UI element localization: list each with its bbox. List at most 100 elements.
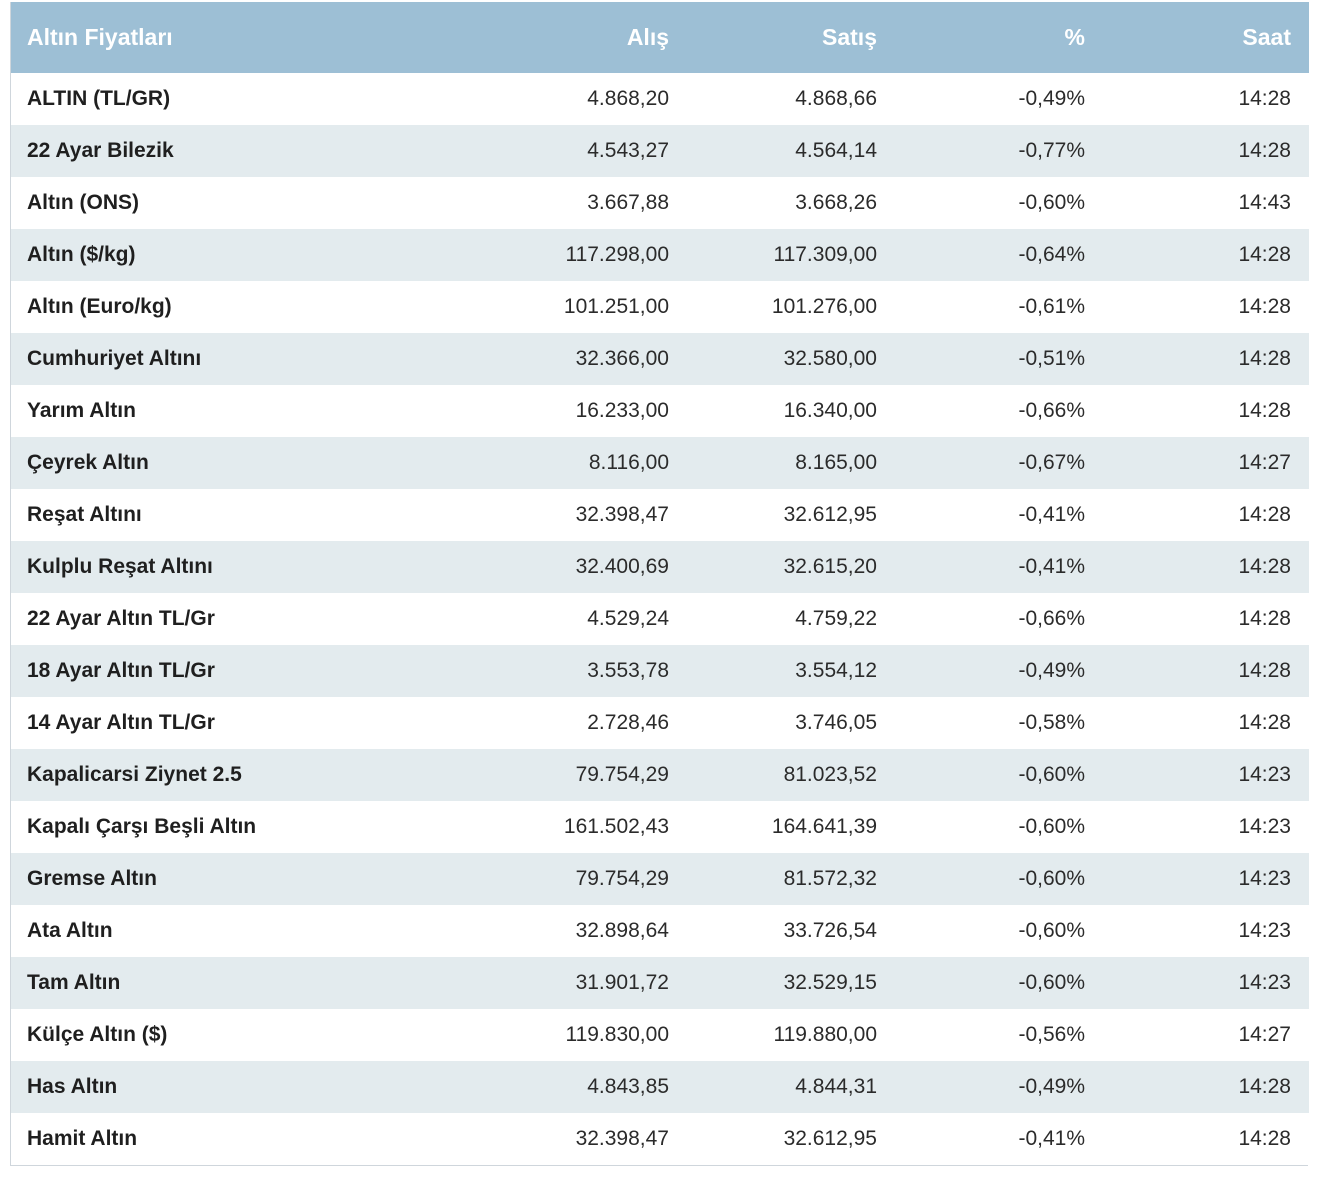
table-row: 14 Ayar Altın TL/Gr 2.728,46 3.746,05 -0,58… — [11, 697, 1309, 749]
header-name: Altın Fiyatları — [11, 2, 479, 73]
cell-name: 14 Ayar Altın TL/Gr — [11, 697, 479, 749]
header-buy: Alış — [479, 2, 687, 73]
table-row: Kapalicarsi Ziynet 2.5 79.754,29 81.023,52… — [11, 749, 1309, 801]
cell-time: 14:28 — [1103, 697, 1309, 749]
cell-time: 14:28 — [1103, 333, 1309, 385]
cell-buy: 3.553,78 — [479, 645, 687, 697]
cell-name: Külçe Altın ($) — [11, 1009, 479, 1061]
cell-name: Kapalicarsi Ziynet 2.5 — [11, 749, 479, 801]
cell-name: ALTIN (TL/GR) — [11, 73, 479, 125]
cell-time: 14:23 — [1103, 905, 1309, 957]
cell-sell: 3.668,26 — [687, 177, 895, 229]
cell-name: 18 Ayar Altın TL/Gr — [11, 645, 479, 697]
cell-sell: 4.564,14 — [687, 125, 895, 177]
cell-sell: 8.165,00 — [687, 437, 895, 489]
cell-buy: 4.868,20 — [479, 73, 687, 125]
cell-sell: 3.554,12 — [687, 645, 895, 697]
cell-buy: 79.754,29 — [479, 853, 687, 905]
cell-time: 14:23 — [1103, 749, 1309, 801]
cell-buy: 79.754,29 — [479, 749, 687, 801]
cell-time: 14:28 — [1103, 385, 1309, 437]
cell-change: -0,66% — [895, 593, 1103, 645]
cell-change: -0,60% — [895, 749, 1103, 801]
cell-buy: 2.728,46 — [479, 697, 687, 749]
cell-change: -0,66% — [895, 385, 1103, 437]
cell-sell: 81.023,52 — [687, 749, 895, 801]
cell-sell: 3.746,05 — [687, 697, 895, 749]
cell-name: Altın (Euro/kg) — [11, 281, 479, 333]
cell-buy: 32.400,69 — [479, 541, 687, 593]
cell-time: 14:28 — [1103, 229, 1309, 281]
cell-change: -0,60% — [895, 177, 1103, 229]
gold-prices-table: Altın Fiyatları Alış Satış % Saat ALTIN … — [11, 2, 1309, 1165]
cell-sell: 32.612,95 — [687, 489, 895, 541]
cell-time: 14:28 — [1103, 1113, 1309, 1165]
cell-time: 14:28 — [1103, 125, 1309, 177]
cell-buy: 4.529,24 — [479, 593, 687, 645]
table-row: 18 Ayar Altın TL/Gr 3.553,78 3.554,12 -0,49… — [11, 645, 1309, 697]
cell-time: 14:28 — [1103, 73, 1309, 125]
table-row: Ata Altın 32.898,64 33.726,54 -0,60% 14:23 — [11, 905, 1309, 957]
cell-sell: 81.572,32 — [687, 853, 895, 905]
table-row: Yarım Altın 16.233,00 16.340,00 -0,66% 14:28 — [11, 385, 1309, 437]
cell-name: Tam Altın — [11, 957, 479, 1009]
cell-name: Has Altın — [11, 1061, 479, 1113]
cell-time: 14:27 — [1103, 437, 1309, 489]
cell-name: Altın ($/kg) — [11, 229, 479, 281]
cell-name: Hamit Altın — [11, 1113, 479, 1165]
cell-time: 14:28 — [1103, 645, 1309, 697]
cell-sell: 164.641,39 — [687, 801, 895, 853]
cell-buy: 32.898,64 — [479, 905, 687, 957]
cell-buy: 101.251,00 — [479, 281, 687, 333]
cell-sell: 119.880,00 — [687, 1009, 895, 1061]
cell-name: 22 Ayar Bilezik — [11, 125, 479, 177]
cell-name: Ata Altın — [11, 905, 479, 957]
table-header: Altın Fiyatları Alış Satış % Saat — [11, 2, 1309, 73]
table-body: ALTIN (TL/GR) 4.868,20 4.868,66 -0,49% 14:28… — [11, 73, 1309, 1165]
cell-buy: 161.502,43 — [479, 801, 687, 853]
cell-change: -0,61% — [895, 281, 1103, 333]
cell-change: -0,49% — [895, 73, 1103, 125]
cell-sell: 32.580,00 — [687, 333, 895, 385]
cell-buy: 4.843,85 — [479, 1061, 687, 1113]
cell-change: -0,51% — [895, 333, 1103, 385]
cell-name: Kulplu Reşat Altını — [11, 541, 479, 593]
header-row: Altın Fiyatları Alış Satış % Saat — [11, 2, 1309, 73]
cell-change: -0,41% — [895, 541, 1103, 593]
cell-sell: 4.844,31 — [687, 1061, 895, 1113]
cell-time: 14:28 — [1103, 593, 1309, 645]
cell-change: -0,64% — [895, 229, 1103, 281]
table-row: 22 Ayar Bilezik 4.543,27 4.564,14 -0,77% 14:… — [11, 125, 1309, 177]
cell-change: -0,56% — [895, 1009, 1103, 1061]
cell-name: Yarım Altın — [11, 385, 479, 437]
header-time: Saat — [1103, 2, 1309, 73]
table-row: Reşat Altını 32.398,47 32.612,95 -0,41% 14:2… — [11, 489, 1309, 541]
table-row: Hamit Altın 32.398,47 32.612,95 -0,41% 14:28 — [11, 1113, 1309, 1165]
table-row: Çeyrek Altın 8.116,00 8.165,00 -0,67% 14:27 — [11, 437, 1309, 489]
cell-name: Gremse Altın — [11, 853, 479, 905]
cell-time: 14:23 — [1103, 957, 1309, 1009]
cell-change: -0,41% — [895, 489, 1103, 541]
cell-change: -0,60% — [895, 801, 1103, 853]
table-row: Altın (ONS) 3.667,88 3.668,26 -0,60% 14:43 — [11, 177, 1309, 229]
cell-buy: 16.233,00 — [479, 385, 687, 437]
cell-sell: 32.529,15 — [687, 957, 895, 1009]
cell-change: -0,58% — [895, 697, 1103, 749]
table-row: Kapalı Çarşı Beşli Altın 161.502,43 164.64… — [11, 801, 1309, 853]
table-row: Gremse Altın 79.754,29 81.572,32 -0,60% 14:2… — [11, 853, 1309, 905]
cell-time: 14:28 — [1103, 489, 1309, 541]
header-change: % — [895, 2, 1103, 73]
cell-change: -0,60% — [895, 957, 1103, 1009]
cell-sell: 4.868,66 — [687, 73, 895, 125]
cell-buy: 4.543,27 — [479, 125, 687, 177]
cell-buy: 8.116,00 — [479, 437, 687, 489]
cell-buy: 117.298,00 — [479, 229, 687, 281]
cell-name: Cumhuriyet Altını — [11, 333, 479, 385]
cell-sell: 32.615,20 — [687, 541, 895, 593]
cell-buy: 119.830,00 — [479, 1009, 687, 1061]
cell-buy: 31.901,72 — [479, 957, 687, 1009]
cell-time: 14:23 — [1103, 801, 1309, 853]
cell-sell: 101.276,00 — [687, 281, 895, 333]
cell-buy: 32.398,47 — [479, 489, 687, 541]
cell-change: -0,60% — [895, 905, 1103, 957]
